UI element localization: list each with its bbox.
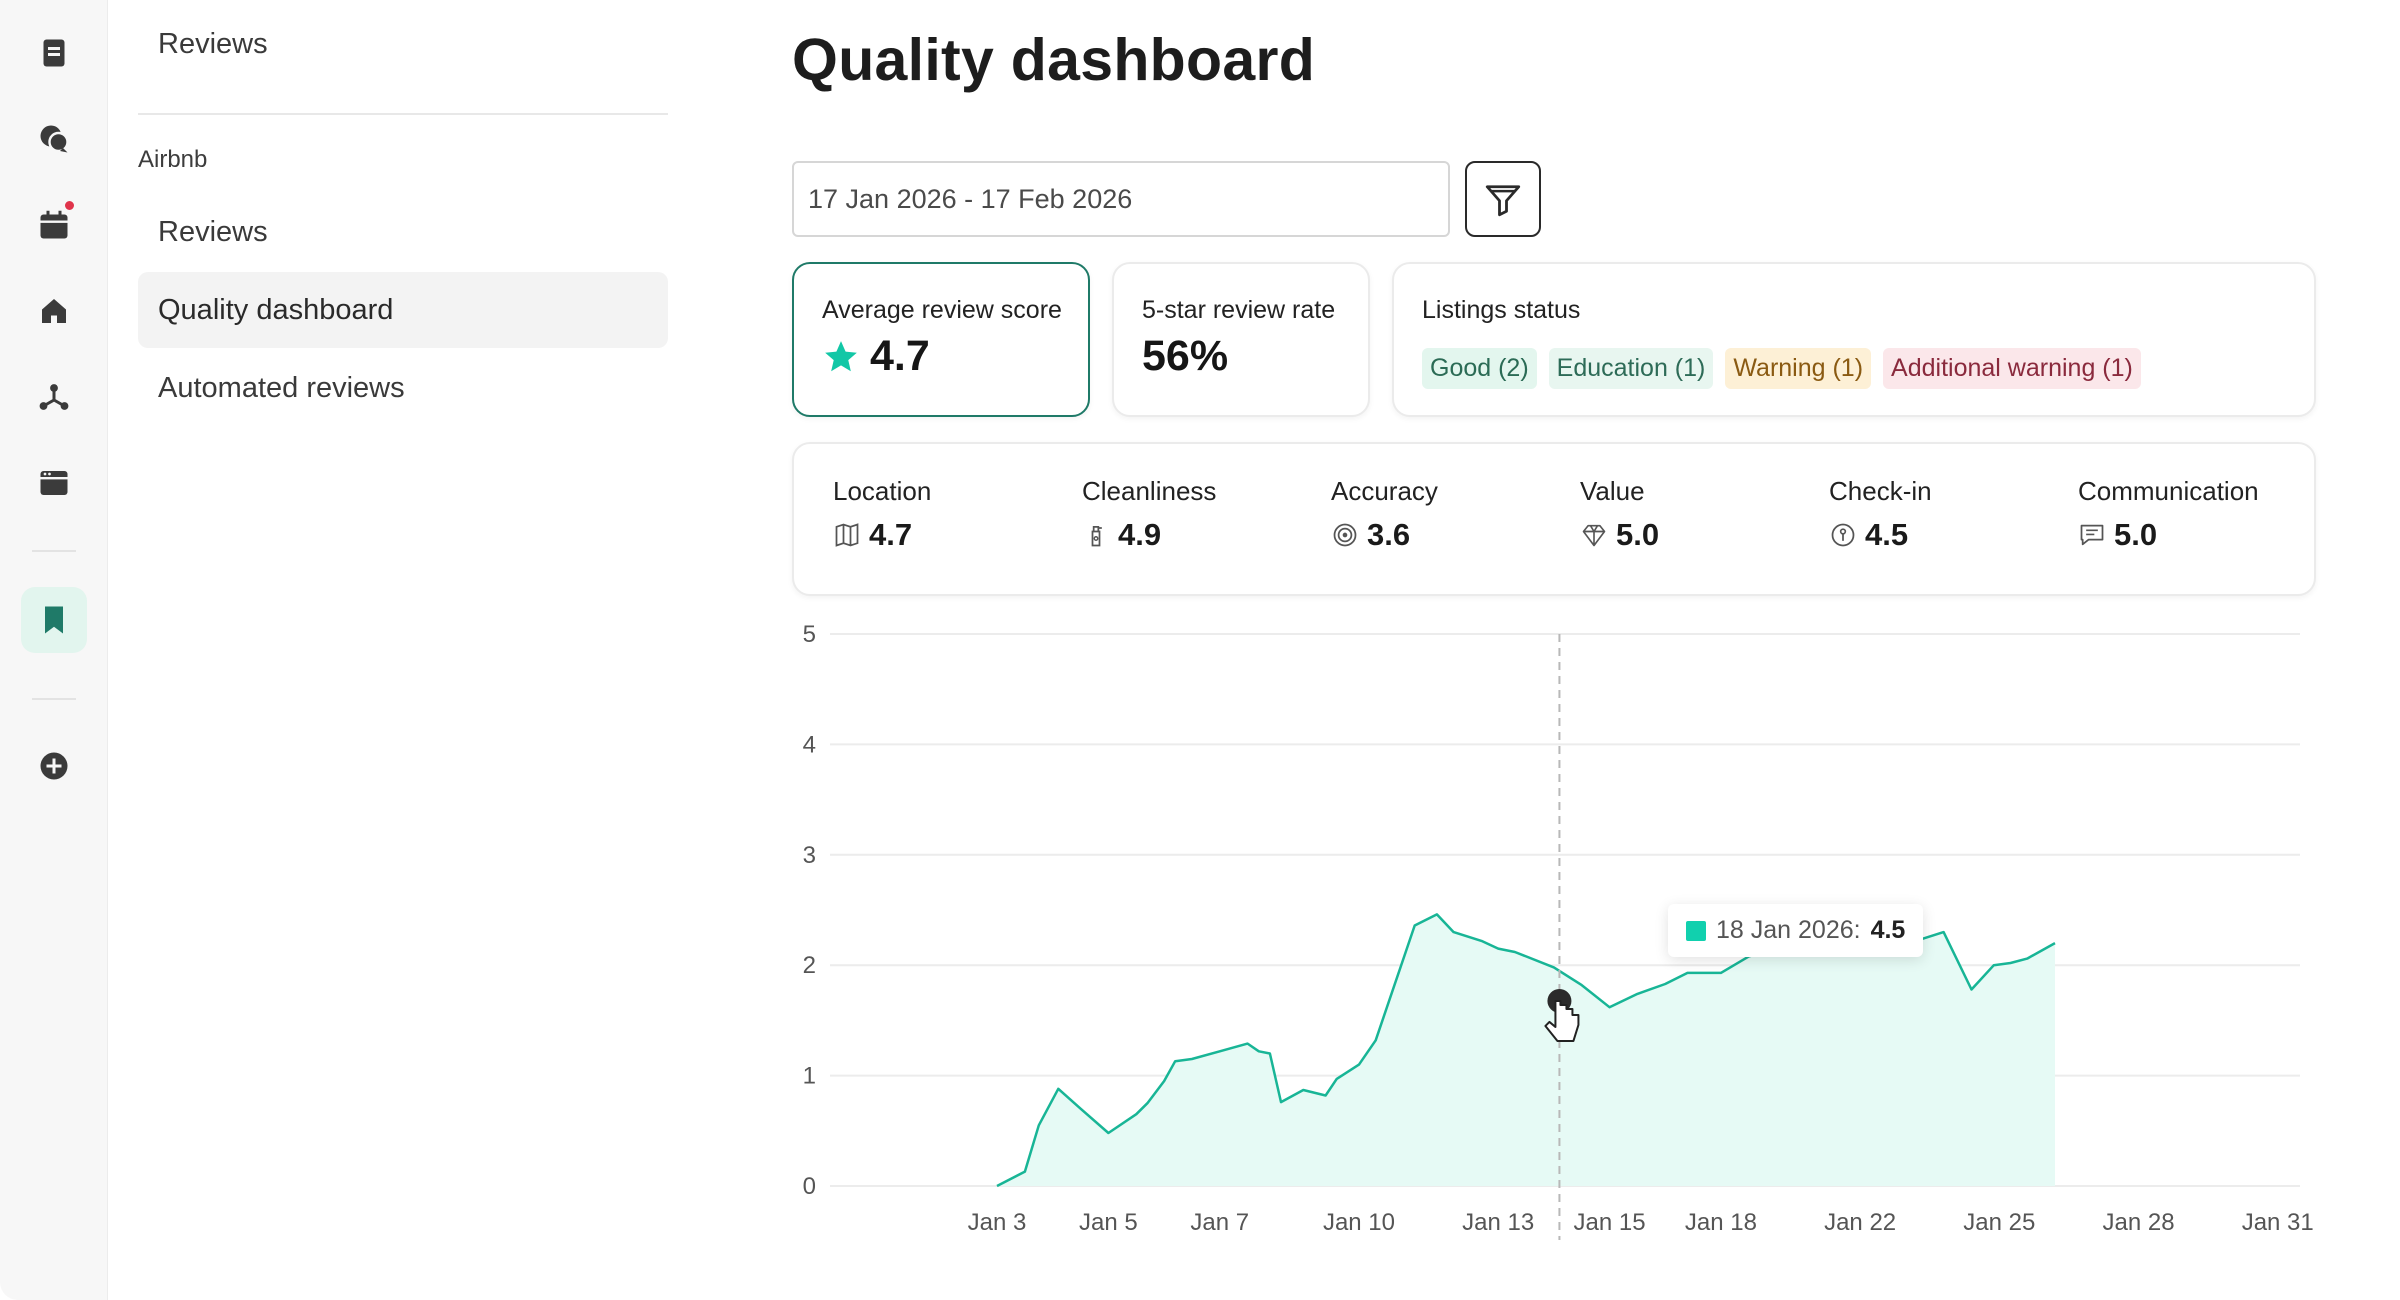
date-range-input[interactable] [792,161,1450,237]
page-title: Quality dashboard [792,27,1316,93]
nav-item-reviews-top[interactable]: Reviews [158,27,268,60]
series-swatch [1686,920,1706,941]
tooltip-value: 4.5 [1870,916,1906,944]
nav-group-label: Airbnb [138,146,208,173]
metric-label: Value [1580,476,1645,506]
average-score-value-row: 4.7 [822,332,930,381]
five-star-value: 56% [1142,332,1229,380]
metric-value-row: 3.6 [1331,517,1438,553]
nav-item-reviews[interactable]: Reviews [158,215,268,248]
x-tick-label: Jan 7 [1190,1209,1249,1236]
nav-item-automated-reviews[interactable]: Automated reviews [158,371,405,404]
five-star-label: 5-star review rate [1142,296,1336,324]
sub-navigation: Reviews Airbnb Reviews Quality dashboard… [138,0,668,1300]
nav-divider [138,113,668,115]
metric-value: 3.6 [1367,517,1411,552]
average-score-card[interactable]: Average review score 4.7 [792,262,1090,417]
metric-label: Location [833,476,932,506]
metric-value-row: 5.0 [1580,517,1659,553]
calendar-icon[interactable] [21,192,87,258]
inbox-icon[interactable] [21,20,87,86]
nav-item-quality-dashboard[interactable]: Quality dashboard [138,272,668,348]
metric-value: 5.0 [2114,517,2158,552]
metric-accuracy: Accuracy 3.6 [1331,476,1438,553]
x-tick-label: Jan 18 [1685,1209,1757,1236]
listings-badges: Good (2) Education (1) Warning (1) Addit… [1422,348,2153,389]
chart-tooltip: 18 Jan 2026: 4.5 [1668,904,1924,957]
metric-check-in: Check-in 4.5 [1829,476,1932,553]
metric-communication: Communication 5.0 [2078,476,2259,553]
key-icon [1831,523,1855,547]
x-tick-label: Jan 22 [1824,1209,1896,1236]
metric-value: 5.0 [1616,517,1660,552]
listings-status-card[interactable]: Listings status Good (2) Education (1) W… [1392,262,2316,417]
add-circle-icon[interactable] [21,733,87,799]
home-icon[interactable] [21,278,87,344]
x-tick-label: Jan 10 [1323,1209,1395,1236]
y-tick-label: 1 [803,1063,816,1090]
x-tick-label: Jan 13 [1462,1209,1534,1236]
filter-button[interactable] [1465,161,1541,237]
metric-value: 4.9 [1118,517,1162,552]
x-tick-label: Jan 3 [968,1209,1027,1236]
metric-value: 4.5 [1865,517,1909,552]
metric-label: Communication [2078,476,2259,506]
target-icon [1333,523,1357,547]
metric-label: Cleanliness [1082,476,1217,506]
icon-rail [0,0,108,1300]
map-icon [835,523,859,547]
spray-bottle-icon [1091,525,1102,547]
star-icon [825,340,857,371]
y-tick-label: 4 [803,731,816,758]
five-star-card[interactable]: 5-star review rate 56% [1112,262,1370,417]
average-score-label: Average review score [822,296,1062,324]
notification-dot [63,199,76,212]
diamond-icon [1582,524,1606,547]
x-tick-label: Jan 25 [1963,1209,2035,1236]
x-tick-label: Jan 15 [1574,1209,1646,1236]
x-tick-label: Jan 28 [2102,1209,2174,1236]
status-badge-education[interactable]: Education (1) [1548,348,1714,389]
metric-cleanliness: Cleanliness 4.9 [1082,476,1216,553]
series-area [997,914,2055,1186]
status-badge-good[interactable]: Good (2) [1422,348,1537,389]
window-icon[interactable] [21,450,87,516]
y-tick-label: 2 [803,952,816,979]
y-tick-label: 5 [803,621,816,648]
y-tick-label: 3 [803,842,816,869]
metric-location: Location 4.7 [833,476,931,553]
y-tick-label: 0 [803,1173,816,1200]
metric-value: 4.7 [869,517,913,552]
metric-value-row: 5.0 [2078,517,2259,553]
status-badge-warning[interactable]: Warning (1) [1725,348,1872,389]
filter-icon [1485,185,1521,217]
listings-status-label: Listings status [1422,296,1581,324]
metric-label: Check-in [1829,476,1932,506]
metric-value-rating: Value 5.0 [1580,476,1659,553]
metric-value-row: 4.9 [1082,517,1216,553]
metric-value-row: 4.7 [833,517,931,553]
message-icon [2080,524,2104,546]
average-score-value: 4.7 [870,332,930,380]
hand-cursor-icon [1544,999,1580,1042]
status-badge-additional-warning[interactable]: Additional warning (1) [1883,348,2141,389]
metric-label: Accuracy [1331,476,1438,506]
review-score-chart[interactable]: 0 1 2 3 4 5 Jan 3 Jan 5 Jan 7 Jan 10 Jan 13 Jan 15 J… [780,600,2340,1290]
x-tick-label: Jan 5 [1079,1209,1138,1236]
metric-value-row: 4.5 [1829,517,1932,553]
tooltip-date: 18 Jan 2026: [1716,916,1861,944]
category-ratings-card [792,442,2316,596]
integrations-icon[interactable] [21,364,87,430]
chat-icon[interactable] [21,106,87,172]
bookmark-icon[interactable] [21,587,87,653]
x-tick-label: Jan 31 [2242,1209,2314,1236]
